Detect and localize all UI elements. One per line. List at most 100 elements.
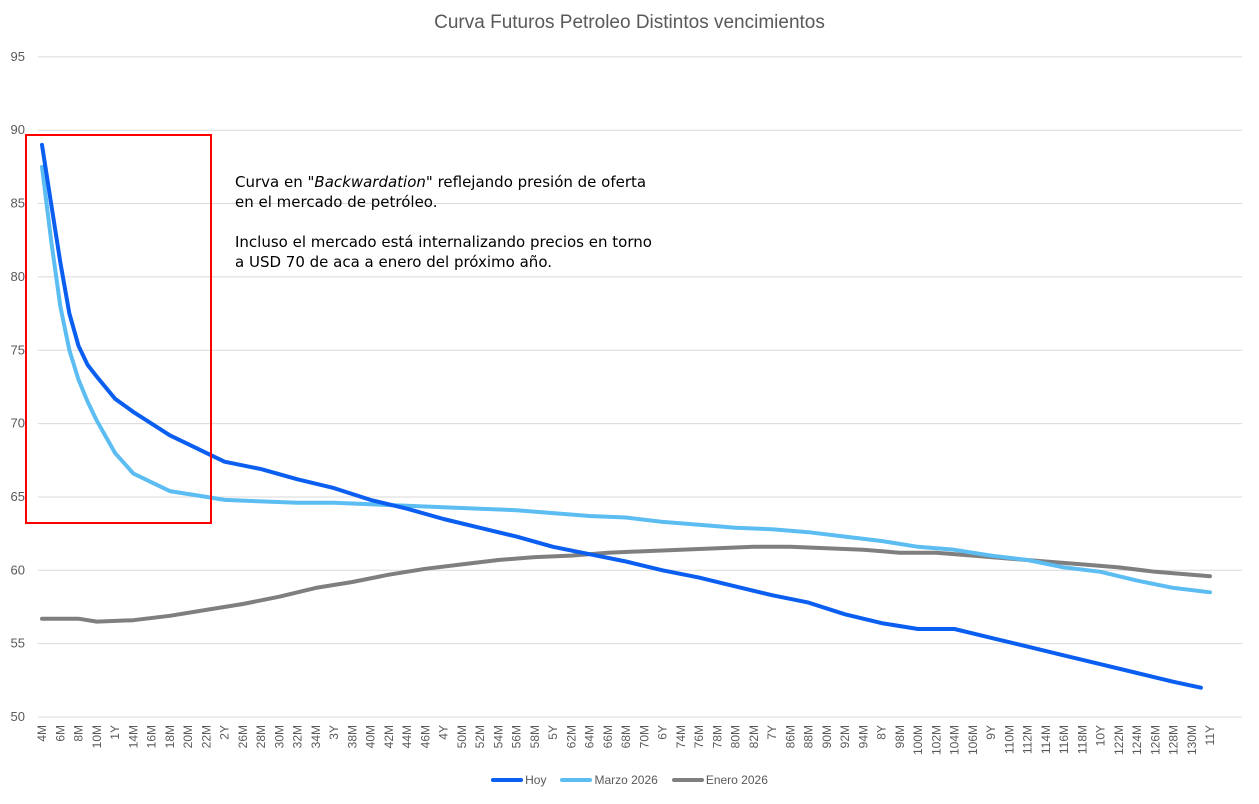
x-tick-label: 126M [1148,725,1162,755]
x-tick-label: 130M [1185,725,1199,755]
x-tick-label: 106M [966,725,980,755]
chart-legend: Hoy Marzo 2026 Enero 2026 [0,773,1259,787]
x-tick-label: 50M [455,725,469,748]
legend-swatch-marzo-2026 [560,778,593,782]
x-tick-label: 70M [637,725,651,748]
legend-label: Hoy [525,773,547,787]
x-tick-label: 112M [1021,725,1035,754]
x-tick-label: 80M [729,725,743,748]
legend-item-enero-2026[interactable]: Enero 2026 [671,773,768,787]
x-tick-label: 40M [364,725,378,748]
x-tick-label: 46M [418,725,432,748]
x-tick-label: 16M [145,725,159,748]
annotation-italic-term: "Backwardation" [307,173,433,191]
legend-label: Enero 2026 [705,773,768,787]
legend-label: Marzo 2026 [594,773,658,787]
x-tick-label: 4Y [437,725,451,740]
x-tick-label: 88M [802,725,816,748]
annotation-line2: en el mercado de petróleo. [235,193,438,211]
x-tick-label: 2Y [218,725,232,740]
x-tick-label: 44M [400,725,414,748]
x-axis-ticks: 4M 6M 8M 10M 1Y 14M 16M 18M 20M 22M 2Y 26M 28M 30M 32M… [35,725,1217,755]
annotation-line4: a USD 70 de aca a enero del próximo año. [235,253,552,271]
x-tick-label: 3Y [327,725,341,740]
series-lines [40,142,1212,690]
x-tick-label: 92M [838,725,852,748]
x-tick-label: 94M [856,725,870,748]
x-tick-label: 56M [510,725,524,748]
x-tick-label: 6M [53,725,67,742]
y-tick-label: 80 [11,269,25,284]
x-tick-label: 30M [272,725,286,748]
x-tick-label: 62M [564,725,578,748]
x-tick-label: 8Y [875,725,889,740]
chart-title: Curva Futuros Petroleo Distintos vencimi… [434,12,825,33]
x-tick-label: 54M [491,725,505,748]
x-tick-label: 8M [72,725,86,742]
x-tick-label: 100M [911,725,925,755]
x-tick-label: 76M [692,725,706,748]
legend-swatch-enero-2026 [671,778,704,782]
x-tick-label: 32M [291,725,305,748]
legend-item-hoy[interactable]: Hoy [491,773,546,787]
x-tick-label: 34M [309,725,323,748]
x-tick-label: 10Y [1094,725,1108,746]
series-line-enero-2026 [40,544,1212,624]
series-line-marzo-2026 [40,164,1212,595]
y-tick-label: 50 [11,709,25,724]
x-tick-label: 98M [893,725,907,748]
x-tick-label: 128M [1167,725,1181,755]
x-tick-label: 102M [929,725,943,755]
y-tick-label: 65 [11,489,25,504]
x-tick-label: 110M [1002,725,1016,754]
x-tick-label: 11Y [1203,725,1217,745]
x-tick-label: 82M [747,725,761,748]
x-tick-label: 10M [90,725,104,748]
x-tick-label: 118M [1075,725,1089,754]
x-tick-label: 74M [674,725,688,748]
x-tick-label: 86M [783,725,797,748]
legend-swatch-hoy [491,778,524,782]
x-tick-label: 78M [710,725,724,748]
annotation-line1: Curva en [235,173,308,191]
x-tick-label: 20M [181,725,195,748]
x-tick-label: 124M [1130,725,1144,755]
x-tick-label: 5Y [546,725,560,740]
x-tick-label: 1Y [108,725,122,740]
x-tick-label: 58M [528,725,542,748]
x-tick-label: 122M [1112,725,1126,755]
series-line-hoy [40,142,1203,690]
x-tick-label: 7Y [765,725,779,740]
annotation-line1-rest: reflejando presión de oferta [432,173,647,191]
x-tick-label: 6Y [656,725,670,740]
x-tick-label: 18M [163,725,177,748]
x-tick-label: 14M [126,725,140,748]
legend-item-marzo-2026[interactable]: Marzo 2026 [560,773,658,787]
y-tick-label: 55 [11,636,25,651]
x-tick-label: 22M [199,725,213,748]
y-tick-label: 90 [11,122,25,137]
x-tick-label: 68M [619,725,633,748]
y-tick-label: 85 [11,196,25,211]
annotation-highlight-box [25,134,212,524]
annotation-line3: Incluso el mercado está internalizando p… [235,233,652,251]
gridlines [38,56,1242,718]
x-tick-label: 38M [345,725,359,748]
y-tick-label: 95 [11,49,25,64]
x-tick-label: 4M [35,725,49,742]
x-tick-label: 42M [382,725,396,748]
x-tick-label: 116M [1057,725,1071,754]
x-tick-label: 64M [583,725,597,748]
annotation-text: Curva en "Backwardation" reflejando pres… [235,172,652,292]
x-tick-label: 26M [236,725,250,748]
x-tick-label: 52M [473,725,487,748]
x-tick-label: 104M [948,725,962,755]
x-tick-label: 114M [1039,725,1053,754]
x-tick-label: 9Y [984,725,998,740]
y-axis-ticks: 50 55 60 65 70 75 80 85 90 95 [11,49,25,724]
y-tick-label: 70 [11,416,25,431]
x-tick-label: 66M [601,725,615,748]
x-tick-label: 90M [820,725,834,748]
y-tick-label: 75 [11,342,25,357]
